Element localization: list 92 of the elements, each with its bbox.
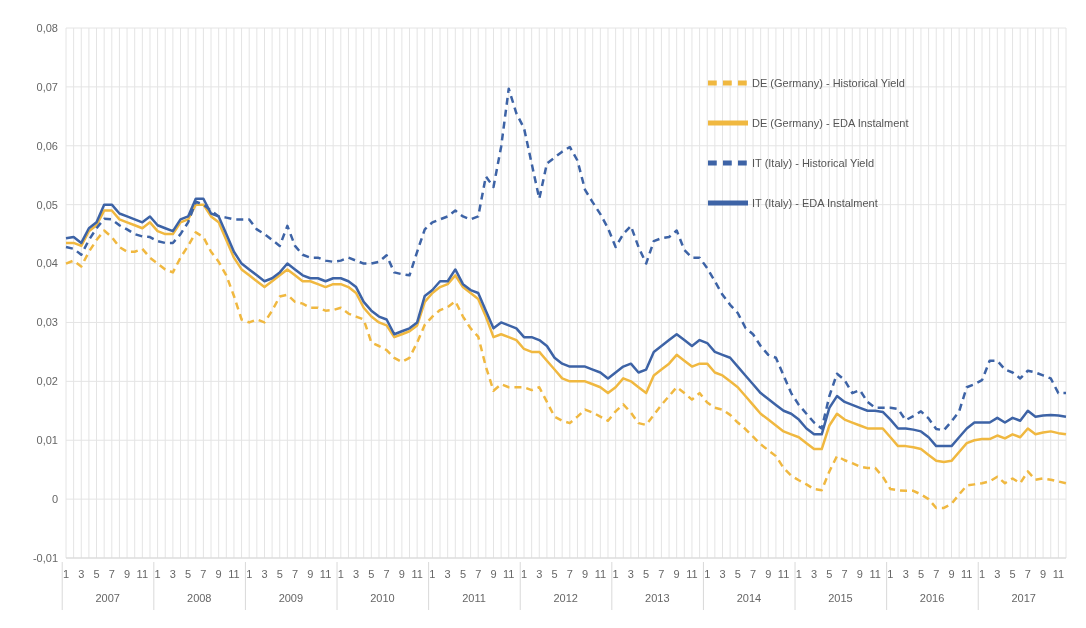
x-tick-label: 1	[246, 568, 253, 580]
x-tick-label: 11	[503, 568, 515, 580]
x-tick-label: 3	[719, 568, 726, 580]
x-tick-label: 5	[917, 568, 925, 580]
x-tick-label: 3	[444, 568, 451, 580]
text: 2015	[828, 592, 853, 604]
x-tick-label: 5	[826, 568, 833, 580]
x-tick-label: 1	[520, 568, 528, 580]
x-tick-label: 11	[594, 568, 607, 580]
x-tick-label: 11	[961, 568, 973, 580]
x-tick-label: 9	[490, 568, 497, 580]
x-tick-label: 5	[459, 568, 467, 580]
x-tick-label: 11	[1052, 568, 1065, 580]
line-series	[64, 229, 1068, 510]
x-tick-label: 1	[337, 568, 344, 580]
x-tick-label: 7	[1024, 568, 1031, 580]
x-tick-label: 9	[215, 568, 222, 580]
text: 2014	[736, 592, 762, 604]
text: 2016	[919, 592, 945, 604]
x-tick-label: 3	[169, 568, 176, 580]
x-tick-label: 11	[411, 568, 423, 580]
legend-label: DE (Germany) - EDA Instalment	[752, 117, 909, 130]
x-tick-label: 7	[933, 568, 940, 580]
x-tick-label: 7	[749, 568, 757, 580]
x-tick-label: 9	[673, 568, 680, 580]
x-tick-label: 9	[398, 568, 405, 580]
x-tick-label: 9	[582, 568, 589, 580]
y-tick-label: 0,05	[36, 198, 58, 211]
text: 2013	[645, 592, 670, 604]
x-tick-label: 1	[429, 568, 436, 580]
x-tick-label: 5	[734, 568, 741, 580]
x-tick-label: 1	[154, 568, 161, 580]
y-tick-label: 0,06	[36, 139, 58, 152]
x-tick-label: 7	[383, 568, 390, 580]
x-tick-label: 11	[777, 568, 790, 580]
text: 2017	[1011, 592, 1036, 604]
x-tick-label: 3	[902, 568, 909, 580]
legend-label: IT (Italy) - Historical Yield	[752, 157, 875, 170]
x-tick-label: 3	[261, 568, 268, 580]
x-tick-label: 5	[551, 568, 558, 580]
legend-label: DE (Germany) - Historical Yield	[752, 77, 905, 90]
x-tick-label: 1	[704, 568, 711, 580]
x-tick-label: 5	[185, 568, 192, 580]
x-tick-label: 5	[368, 568, 375, 580]
y-tick-label: 0,07	[36, 80, 58, 93]
x-tick-label: 7	[475, 568, 482, 580]
y-tick-label: -0,01	[32, 551, 58, 564]
x-tick-label: 1	[62, 568, 70, 580]
x-tick-label: 7	[841, 568, 848, 580]
y-tick-label: 0,03	[36, 316, 58, 329]
text: 2009	[278, 592, 304, 604]
text: 2008	[187, 592, 212, 604]
x-tick-label: 9	[124, 568, 131, 580]
x-tick-label: 1	[795, 568, 802, 580]
legend-label: IT (Italy) - EDA Instalment	[752, 197, 878, 210]
x-tick-label: 11	[686, 568, 698, 580]
x-tick-label: 5	[276, 568, 283, 580]
x-tick-label: 9	[765, 568, 772, 580]
x-tick-label: 7	[200, 568, 207, 580]
x-tick-label: 1	[887, 568, 894, 580]
x-tick-label: 11	[319, 568, 332, 580]
x-tick-label: 3	[353, 568, 360, 580]
x-tick-label: 1	[978, 568, 986, 580]
x-tick-label: 5	[93, 568, 100, 580]
x-tick-label: 3	[536, 568, 543, 580]
x-tick-label: 7	[108, 568, 115, 580]
x-tick-label: 7	[658, 568, 665, 580]
x-tick-label: 5	[1009, 568, 1016, 580]
text: 2011	[462, 592, 486, 604]
x-tick-label: 7	[566, 568, 573, 580]
y-tick-label: 0,04	[36, 257, 58, 270]
x-tick-label: 11	[136, 568, 149, 580]
text: 2010	[370, 592, 395, 604]
x-tick-label: 1	[612, 568, 619, 580]
text: 2012	[553, 592, 578, 604]
y-tick-label: 0,08	[36, 21, 58, 34]
x-tick-label: 7	[291, 568, 299, 580]
x-tick-label: 3	[994, 568, 1001, 580]
x-tick-label: 3	[78, 568, 85, 580]
y-tick-label: 0	[51, 493, 58, 506]
x-tick-label: 9	[307, 568, 314, 580]
x-tick-label: 11	[228, 568, 240, 580]
x-tick-label: 5	[643, 568, 650, 580]
text: 2007	[95, 592, 120, 604]
x-tick-label: 9	[948, 568, 955, 580]
y-tick-label: 0,02	[36, 375, 58, 388]
x-tick-label: 3	[627, 568, 634, 580]
x-tick-label: 3	[811, 568, 818, 580]
x-tick-label: 9	[1040, 568, 1047, 580]
x-tick-label: 9	[856, 568, 863, 580]
y-tick-label: 0,01	[36, 434, 58, 447]
x-tick-label: 11	[869, 568, 881, 580]
